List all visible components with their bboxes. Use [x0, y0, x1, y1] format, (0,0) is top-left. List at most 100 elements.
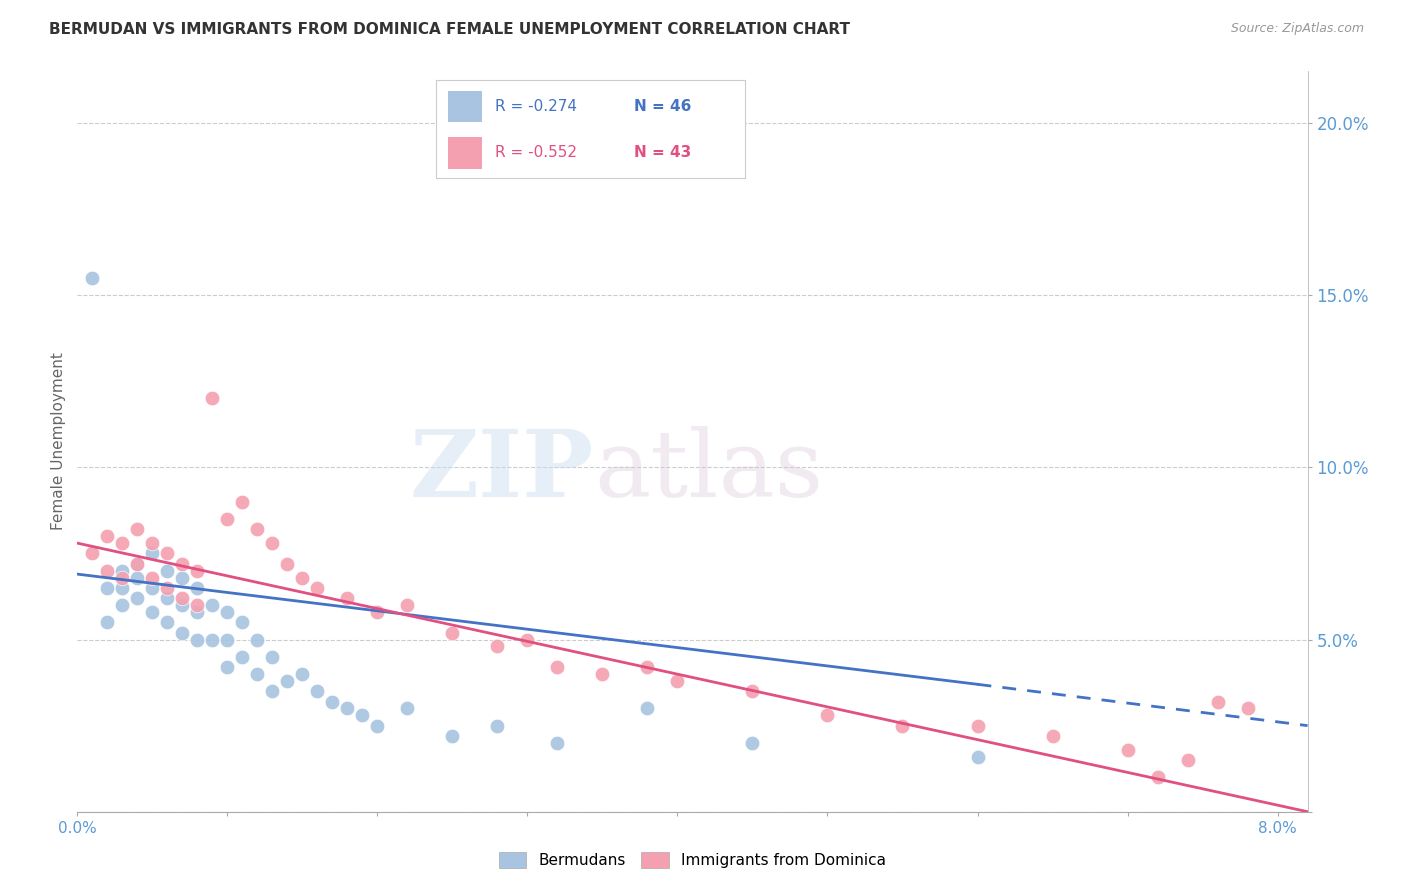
Point	[291, 570, 314, 584]
Point	[321, 694, 343, 708]
Point	[441, 729, 464, 743]
Point	[307, 684, 329, 698]
Point	[396, 598, 419, 612]
Point	[741, 684, 763, 698]
FancyBboxPatch shape	[449, 91, 482, 122]
Point	[246, 632, 269, 647]
Point	[636, 660, 658, 674]
Point	[156, 591, 179, 606]
Point	[96, 615, 118, 630]
Point	[217, 660, 239, 674]
Point	[156, 546, 179, 560]
Point	[817, 708, 839, 723]
Point	[141, 570, 163, 584]
Point	[82, 271, 104, 285]
Legend: Bermudans, Immigrants from Dominica: Bermudans, Immigrants from Dominica	[492, 847, 893, 874]
Point	[486, 640, 509, 654]
Text: BERMUDAN VS IMMIGRANTS FROM DOMINICA FEMALE UNEMPLOYMENT CORRELATION CHART: BERMUDAN VS IMMIGRANTS FROM DOMINICA FEM…	[49, 22, 851, 37]
Point	[262, 684, 284, 698]
Point	[201, 598, 224, 612]
Point	[172, 570, 194, 584]
Point	[111, 570, 134, 584]
Point	[231, 615, 253, 630]
Point	[156, 564, 179, 578]
Point	[666, 673, 689, 688]
Point	[336, 591, 359, 606]
Point	[441, 625, 464, 640]
Point	[141, 605, 163, 619]
Text: Source: ZipAtlas.com: Source: ZipAtlas.com	[1230, 22, 1364, 36]
Point	[546, 736, 568, 750]
Point	[246, 667, 269, 681]
Point	[141, 546, 163, 560]
Point	[741, 736, 763, 750]
Point	[1146, 770, 1168, 784]
Point	[141, 581, 163, 595]
Point	[201, 632, 224, 647]
Point	[1177, 753, 1199, 767]
Point	[96, 529, 118, 543]
Text: R = -0.274: R = -0.274	[495, 99, 576, 114]
Point	[217, 605, 239, 619]
Point	[82, 546, 104, 560]
Point	[966, 749, 988, 764]
Text: N = 43: N = 43	[634, 145, 692, 161]
Point	[111, 536, 134, 550]
Point	[246, 522, 269, 536]
Point	[96, 581, 118, 595]
Text: R = -0.552: R = -0.552	[495, 145, 576, 161]
Point	[1206, 694, 1229, 708]
Point	[172, 557, 194, 571]
Point	[156, 581, 179, 595]
Point	[111, 598, 134, 612]
Point	[262, 536, 284, 550]
Point	[231, 495, 253, 509]
Point	[636, 701, 658, 715]
Point	[217, 632, 239, 647]
Point	[396, 701, 419, 715]
Point	[217, 512, 239, 526]
Point	[186, 632, 208, 647]
FancyBboxPatch shape	[449, 137, 482, 169]
Point	[186, 564, 208, 578]
Point	[1042, 729, 1064, 743]
Point	[186, 605, 208, 619]
Point	[291, 667, 314, 681]
Point	[231, 649, 253, 664]
Point	[891, 718, 914, 732]
Point	[276, 557, 298, 571]
Point	[336, 701, 359, 715]
Point	[127, 557, 149, 571]
Point	[307, 581, 329, 595]
Y-axis label: Female Unemployment: Female Unemployment	[51, 352, 66, 531]
Point	[262, 649, 284, 664]
Point	[366, 605, 388, 619]
Point	[172, 591, 194, 606]
Point	[486, 718, 509, 732]
Point	[516, 632, 538, 647]
Point	[591, 667, 613, 681]
Point	[172, 625, 194, 640]
Point	[172, 598, 194, 612]
Point	[127, 591, 149, 606]
Point	[156, 615, 179, 630]
Point	[276, 673, 298, 688]
Point	[546, 660, 568, 674]
Text: atlas: atlas	[595, 426, 824, 516]
Point	[96, 564, 118, 578]
Point	[966, 718, 988, 732]
Point	[127, 522, 149, 536]
Point	[1236, 701, 1258, 715]
Text: ZIP: ZIP	[409, 426, 595, 516]
Point	[111, 581, 134, 595]
Point	[127, 570, 149, 584]
Point	[141, 536, 163, 550]
Point	[111, 564, 134, 578]
Point	[201, 392, 224, 406]
Point	[366, 718, 388, 732]
Point	[186, 581, 208, 595]
Point	[1116, 743, 1139, 757]
Text: N = 46: N = 46	[634, 99, 692, 114]
Point	[127, 557, 149, 571]
Point	[352, 708, 374, 723]
